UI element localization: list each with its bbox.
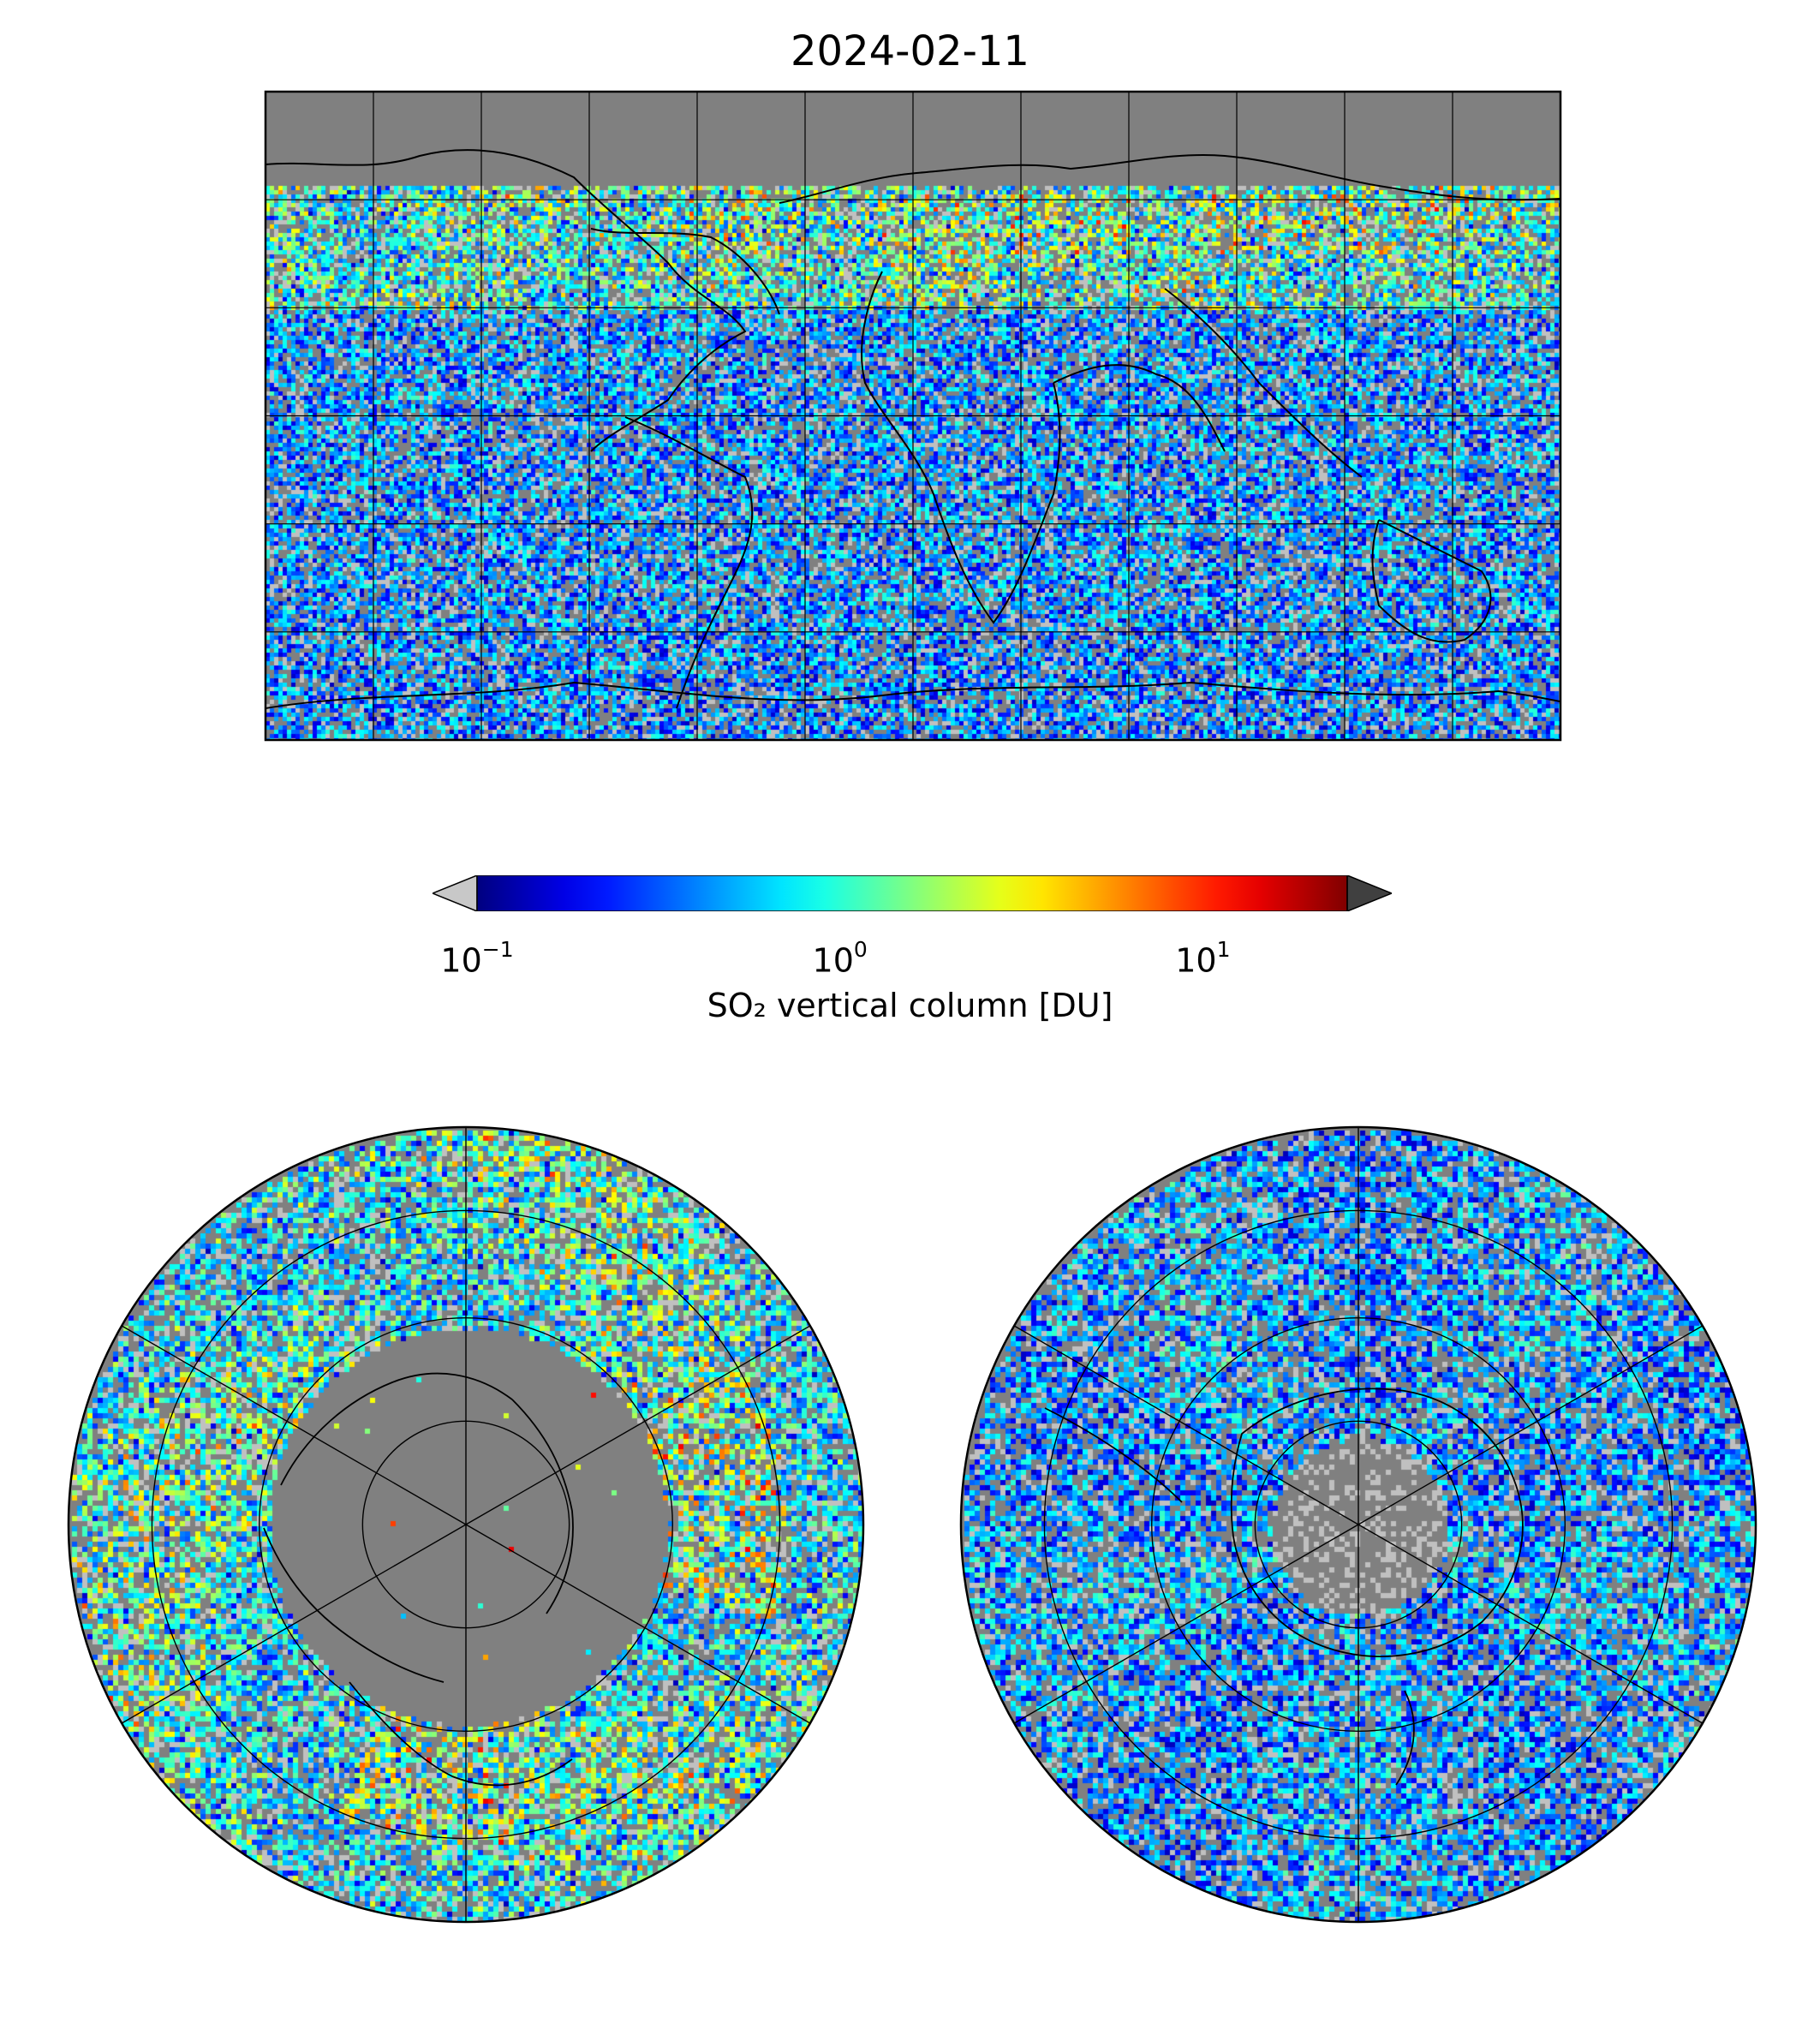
coastline (779, 153, 1561, 204)
coastline (1053, 364, 1226, 452)
tick-exponent: 0 (853, 937, 868, 962)
coastlines (1044, 1387, 1524, 1786)
colorbar-label: SO₂ vertical column [DU] (707, 987, 1113, 1024)
figure-title: 2024-02-11 (791, 27, 1029, 75)
coastline (511, 1399, 574, 1614)
coastline (1395, 1690, 1415, 1786)
coastline (265, 149, 747, 452)
coastline (590, 228, 780, 315)
coastline (1371, 519, 1492, 643)
colorbar-tick-label: 101 (1175, 937, 1231, 980)
meridian-line (465, 1524, 811, 1724)
meridian-line (1013, 1524, 1359, 1724)
meridian-line (1358, 1524, 1704, 1724)
tick-base: 10 (812, 941, 854, 980)
colorbar-tick-label: 100 (812, 937, 868, 980)
coastline (263, 1527, 445, 1683)
graticule (266, 92, 1560, 740)
meridian-line (121, 1524, 467, 1724)
tick-exponent: −1 (481, 937, 514, 962)
graticule (121, 1127, 811, 1922)
colorbar-tick-label: 10−1 (440, 937, 514, 980)
map-frame (959, 1125, 1757, 1924)
global-map (264, 90, 1562, 742)
south-polar-coastlines-and-grid (959, 1125, 1757, 1924)
coastline (1164, 288, 1363, 478)
colorbar-gradient (477, 875, 1347, 911)
colorbar-extend-low (433, 875, 478, 911)
tick-exponent: 1 (1216, 937, 1231, 962)
north-polar-coastlines-and-grid (67, 1125, 865, 1924)
global-coastlines-and-grid (264, 90, 1562, 742)
coastline (624, 416, 754, 709)
coastline (265, 681, 1561, 709)
coastline (861, 271, 1061, 624)
south-polar-map (959, 1125, 1757, 1924)
colorbar (433, 875, 1392, 911)
coastline (1044, 1407, 1183, 1503)
colorbar-frame (476, 875, 1348, 911)
north-polar-map (67, 1125, 865, 1924)
meridian-line (121, 1325, 467, 1525)
meridian-line (1358, 1325, 1704, 1525)
map-frame (67, 1125, 865, 1924)
tick-base: 10 (440, 941, 482, 980)
meridian-line (465, 1325, 811, 1525)
coastline (349, 1681, 573, 1787)
tick-base: 10 (1175, 941, 1217, 980)
meridian-line (1013, 1325, 1359, 1525)
map-frame (264, 90, 1562, 742)
coastlines (265, 149, 1561, 709)
graticule (1013, 1127, 1704, 1922)
coastline (280, 1372, 513, 1486)
coastline (1230, 1387, 1524, 1657)
colorbar-extend-high (1346, 875, 1392, 911)
coastlines (263, 1372, 574, 1787)
